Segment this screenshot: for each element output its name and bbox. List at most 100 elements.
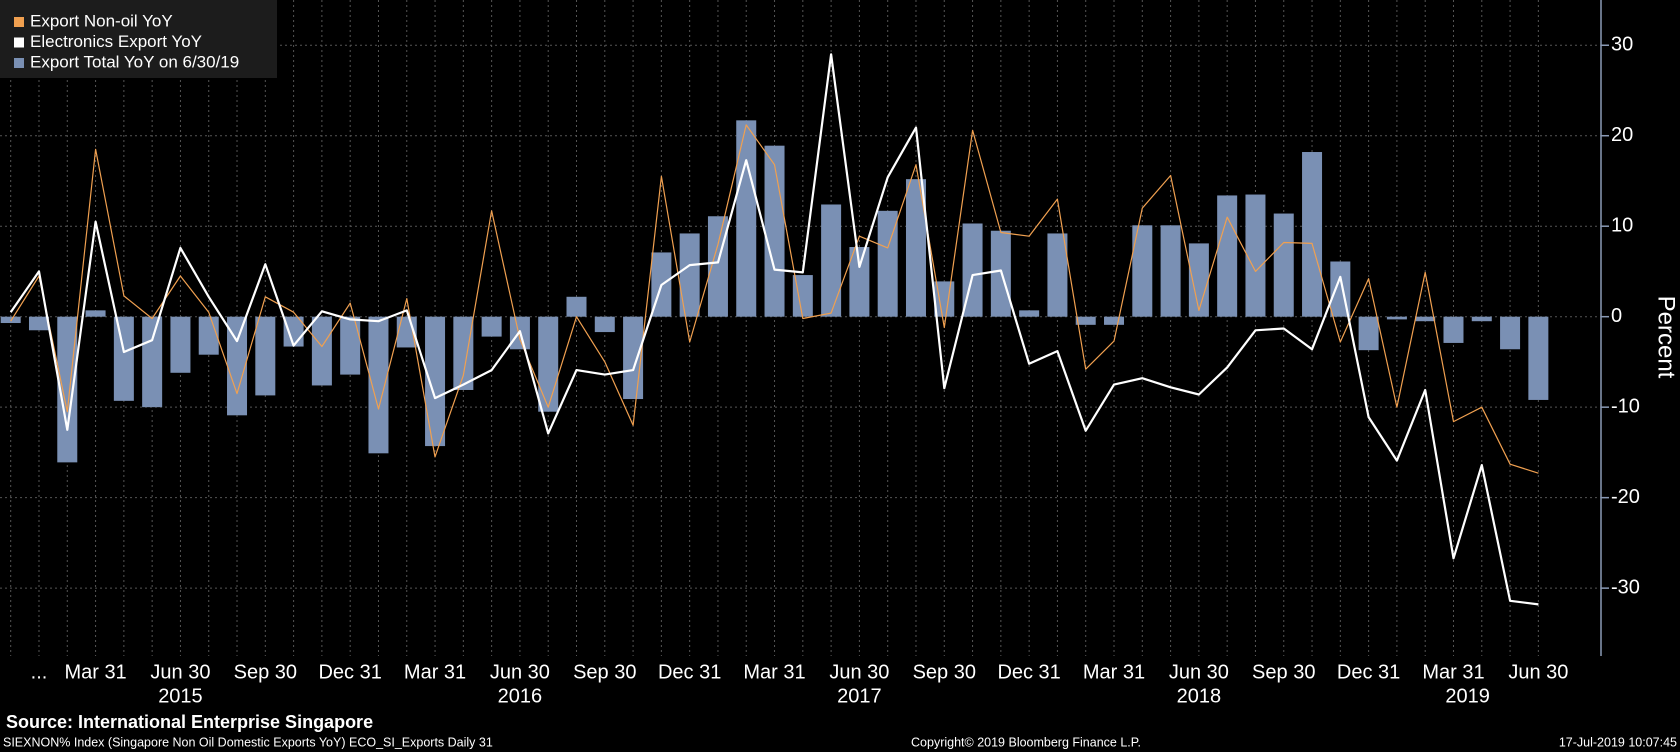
bar (707, 216, 728, 317)
x-tick-label: Jun 30 (829, 661, 889, 683)
bar (368, 316, 389, 454)
copyright: Copyright© 2019 Bloomberg Finance L.P. (911, 735, 1141, 749)
lines (9, 53, 1539, 606)
bar (905, 179, 926, 317)
bar (736, 120, 757, 317)
bar (85, 310, 106, 317)
bar (425, 316, 446, 447)
bar (1358, 316, 1379, 351)
x-tick-label: Jun 30 (150, 661, 210, 683)
bar (849, 247, 870, 317)
year-label: 2019 (1445, 685, 1490, 707)
bar (481, 316, 502, 337)
y-tick-label: 20 (1611, 124, 1633, 146)
bar (1471, 316, 1492, 322)
y-tick-label: -10 (1611, 395, 1640, 417)
bar (679, 233, 700, 317)
bar (566, 296, 587, 317)
x-tick-label: Jun 30 (490, 661, 550, 683)
legend-label: Export Total YoY on 6/30/19 (30, 52, 239, 71)
x-tick-label: Sep 30 (1252, 661, 1315, 683)
bar (594, 316, 615, 333)
bar (1302, 152, 1323, 317)
legend-swatch (14, 37, 24, 48)
bar (1443, 316, 1464, 343)
year-label: 2015 (158, 685, 203, 707)
bar (227, 316, 248, 416)
bars (0, 120, 1549, 463)
bar (57, 316, 78, 463)
bar (1132, 225, 1153, 317)
legend-label: Electronics Export YoY (30, 32, 202, 51)
line (9, 53, 1539, 606)
x-tick-label: Dec 31 (1337, 661, 1400, 683)
bar (1217, 195, 1238, 317)
bar (821, 204, 842, 317)
axis: -30 -20 -10 0 10 20 30... Mar 31 Jun 30 Sep 30 Dec… (31, 0, 1640, 707)
grid (0, 0, 1601, 656)
x-tick-label: Dec 31 (997, 661, 1060, 683)
bar (1160, 225, 1181, 317)
x-tick-label: Jun 30 (1508, 661, 1568, 683)
bar (170, 316, 191, 373)
x-tick-label: Mar 31 (1422, 661, 1484, 683)
bar (1528, 316, 1549, 400)
legend-swatch (14, 17, 24, 27)
bar (538, 316, 559, 412)
bar (142, 316, 163, 408)
x-tick-label: Dec 31 (658, 661, 721, 683)
x-tick-label: Mar 31 (64, 661, 126, 683)
x-tick-label: Sep 30 (234, 661, 297, 683)
x-tick-label: Mar 31 (1083, 661, 1145, 683)
bar (1386, 316, 1407, 320)
bar (764, 145, 785, 317)
legend: Export Non-oil YoY Electronics Export YoY… (0, 0, 277, 78)
bar (1075, 316, 1096, 325)
y-axis-label: Percent (1653, 296, 1680, 379)
x-tick-label: Dec 31 (318, 661, 381, 683)
bar (1047, 233, 1068, 317)
bar (340, 316, 361, 375)
bar (1104, 316, 1125, 325)
y-tick-label: -20 (1611, 486, 1640, 508)
timestamp: 17-Jul-2019 10:07:45 (1559, 735, 1677, 749)
bar (1273, 213, 1294, 317)
bar (1245, 194, 1266, 317)
x-tick-label: Mar 31 (743, 661, 805, 683)
legend-box (0, 0, 277, 78)
bar (1500, 316, 1521, 350)
bar (453, 316, 474, 390)
bar (1415, 316, 1436, 322)
bar (0, 316, 21, 324)
bar (198, 316, 219, 355)
y-tick-label: 10 (1611, 214, 1633, 236)
year-label: 2018 (1177, 685, 1222, 707)
year-label: 2016 (498, 685, 543, 707)
y-tick-label: 0 (1611, 305, 1622, 327)
bar (1019, 310, 1040, 317)
legend-label: Export Non-oil YoY (30, 11, 173, 30)
y-tick-label: 30 (1611, 34, 1633, 56)
line (10, 124, 1539, 474)
bar (113, 316, 134, 401)
x-tick-label: Mar 31 (404, 661, 466, 683)
x-tick-label: Jun 30 (1169, 661, 1229, 683)
legend-swatch (14, 58, 24, 68)
bar (255, 316, 276, 396)
source: Source: International Enterprise Singapo… (6, 712, 373, 732)
bar (311, 316, 332, 386)
bar (623, 316, 644, 400)
x-tick-label: Sep 30 (573, 661, 636, 683)
x-tick-label: Sep 30 (913, 661, 976, 683)
year-label: 2017 (837, 685, 882, 707)
x-tick-label: ... (31, 661, 48, 683)
bar (792, 275, 813, 317)
bar (1188, 243, 1209, 317)
y-tick-label: -30 (1611, 576, 1640, 598)
bar (877, 210, 898, 317)
bar (28, 316, 49, 331)
index-description: SIEXNON% Index (Singapore Non Oil Domest… (3, 735, 493, 749)
